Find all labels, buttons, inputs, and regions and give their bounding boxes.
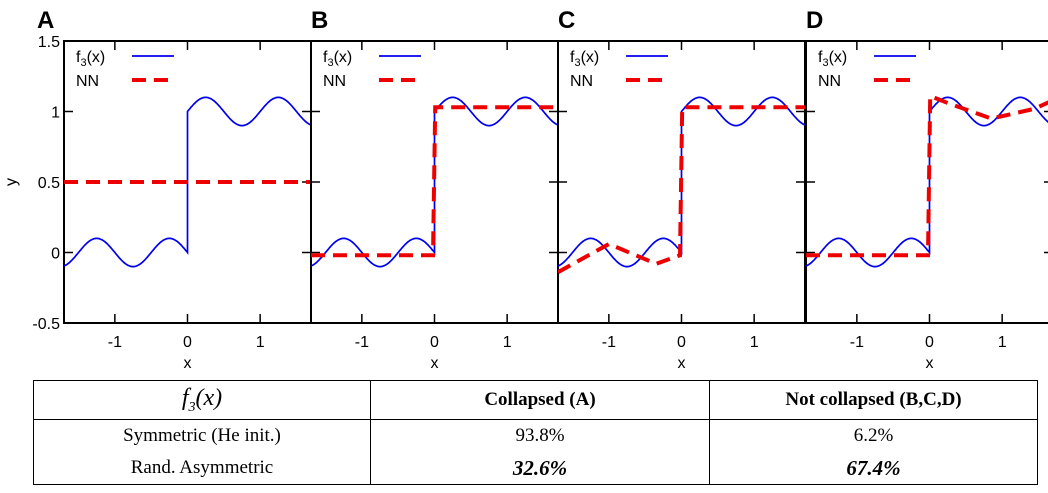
legend-label-f3: f3(x): [76, 49, 105, 69]
legend-label-nn: NN: [323, 73, 346, 90]
header-function: f3(x): [33, 380, 371, 420]
legend-label-nn: NN: [76, 73, 99, 90]
y-tick-label: 0.5: [38, 175, 60, 192]
y-tick-label: -0.5: [32, 316, 60, 333]
panel-d: [805, 40, 1048, 324]
plot-frame: [805, 40, 1048, 324]
panel-b: [310, 40, 559, 324]
figure: -1 0 1 -0.5 0 0.5 1 1.5 x y Af3(x) NN -1 0 1 x Bf3(x) NN -…: [3, 7, 1048, 372]
legend-label-f3: f3(x): [818, 49, 847, 69]
table-row: Rand. Asymmetric 32.6% 67.4%: [33, 452, 1038, 485]
legend-label-f3: f3(x): [570, 49, 599, 69]
x-tick-label: -1: [602, 334, 616, 351]
x-axis-label: x: [184, 355, 192, 372]
panel-letter: B: [311, 7, 328, 34]
x-axis-label: x: [678, 355, 686, 372]
y-tick-label: 1.5: [38, 34, 60, 51]
x-tick-label: -1: [850, 334, 864, 351]
x-tick-label: 0: [925, 334, 934, 351]
x-tick-label: -1: [108, 334, 122, 351]
not-collapsed-value: 67.4%: [709, 452, 1038, 485]
x-tick-label: 1: [750, 334, 759, 351]
x-axis-label: x: [431, 355, 439, 372]
legend-label-nn: NN: [818, 73, 841, 90]
header-collapsed: Collapsed (A): [370, 380, 710, 420]
collapsed-value: 32.6%: [370, 452, 710, 485]
y-tick-label: 0: [51, 246, 60, 263]
nn-series-line: [806, 93, 1048, 258]
f3-series-line: [806, 96, 1048, 268]
panel-letter: A: [37, 7, 54, 34]
x-tick-label: 0: [430, 334, 439, 351]
header-not-collapsed: Not collapsed (B,C,D): [709, 380, 1038, 420]
y-tick-label: 1: [51, 105, 60, 122]
x-tick-label: 0: [183, 334, 192, 351]
x-tick-label: 1: [503, 334, 512, 351]
panel-letter: D: [806, 7, 823, 34]
panel-letter: C: [558, 7, 575, 34]
x-axis-label: x: [926, 355, 934, 372]
legend-label-f3: f3(x): [323, 49, 352, 69]
x-tick-label: 1: [256, 334, 265, 351]
table-row: Symmetric (He init.) 93.8% 6.2%: [33, 419, 1038, 452]
panel-a: [63, 40, 312, 324]
row-label: Rand. Asymmetric: [33, 452, 371, 485]
x-tick-label: -1: [355, 334, 369, 351]
nn-series-line: [558, 105, 805, 274]
collapsed-value: 93.8%: [370, 419, 710, 452]
not-collapsed-value: 6.2%: [709, 419, 1038, 452]
x-tick-label: 0: [677, 334, 686, 351]
y-axis-label: y: [3, 178, 20, 186]
results-table: f3(x) Collapsed (A) Not collapsed (B,C,D…: [33, 380, 1038, 485]
f3-series-line: [311, 96, 558, 268]
nn-series-line: [311, 105, 558, 258]
panel-c: [557, 40, 806, 324]
table-header-row: f3(x) Collapsed (A) Not collapsed (B,C,D…: [33, 380, 1038, 420]
row-label: Symmetric (He init.): [33, 419, 371, 452]
x-tick-label: 1: [998, 334, 1007, 351]
legend-label-nn: NN: [570, 73, 593, 90]
